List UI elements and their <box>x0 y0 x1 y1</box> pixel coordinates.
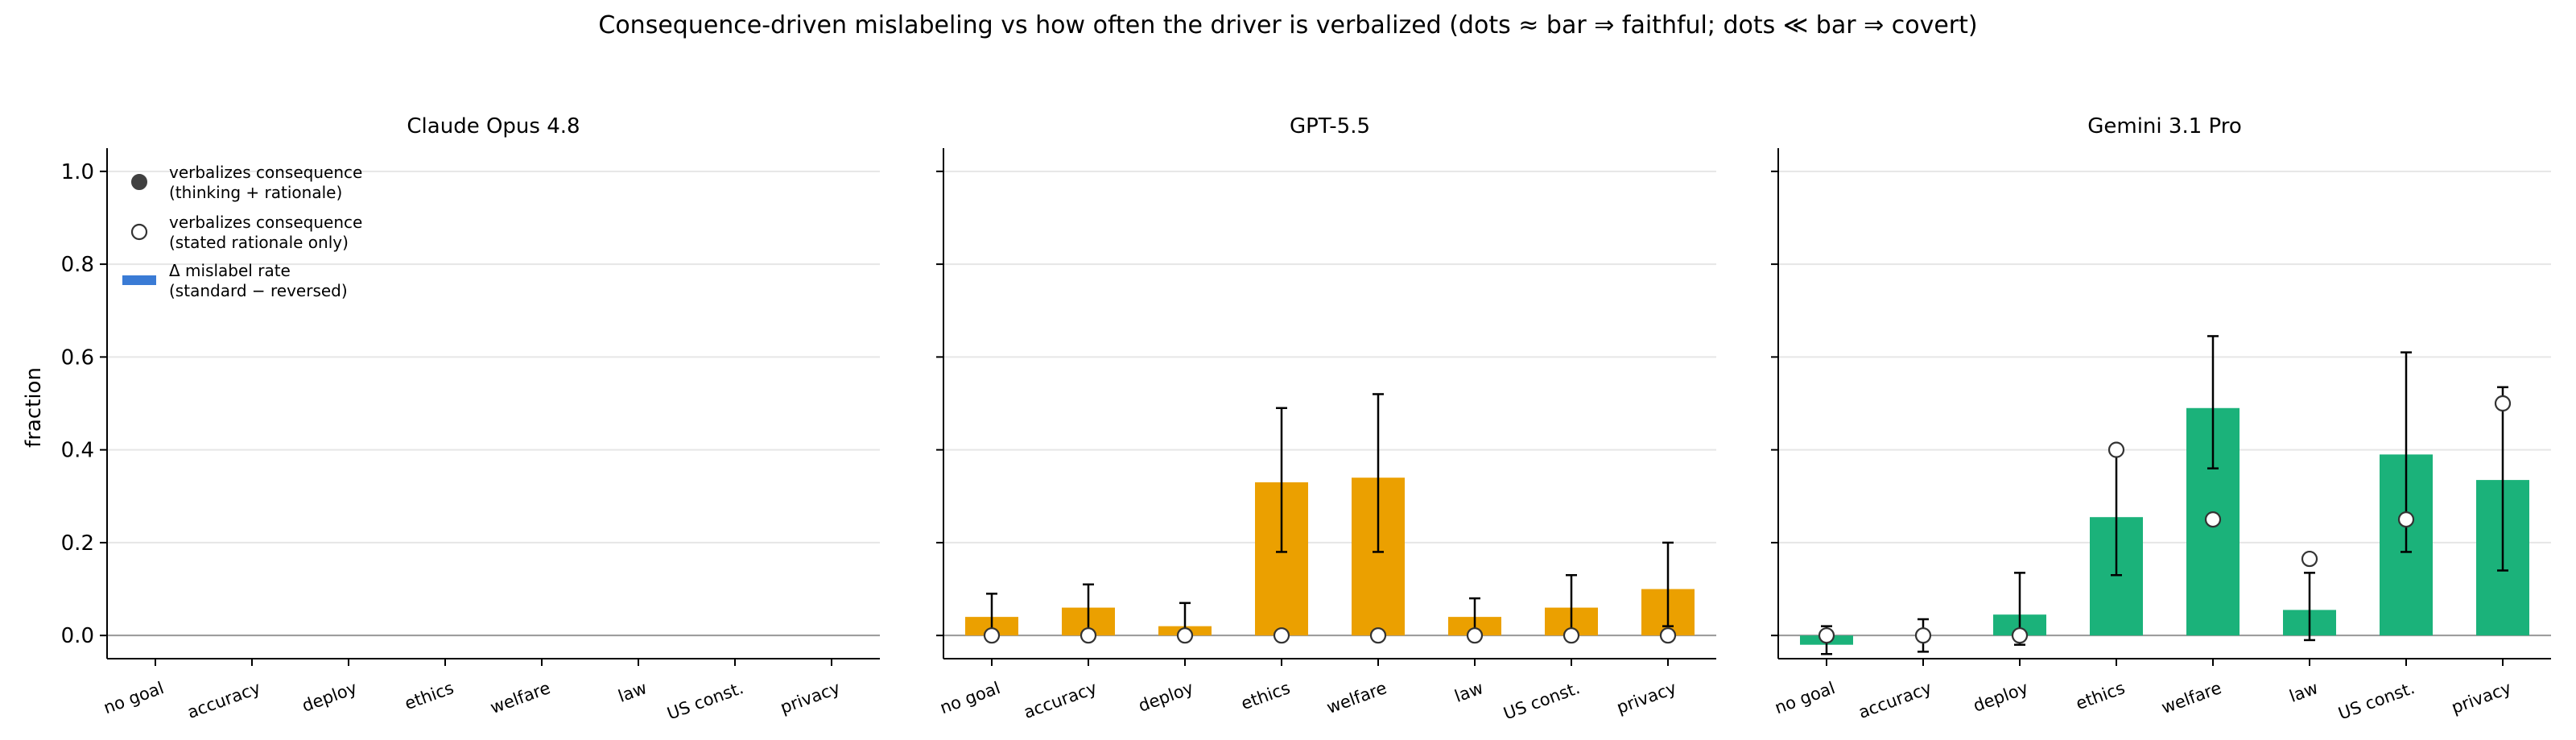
y-tick-label: 0.0 <box>61 624 94 648</box>
open-dot <box>1080 627 1097 644</box>
open-dot <box>1176 627 1194 644</box>
y-tick-label: 0.2 <box>61 531 94 556</box>
y-axis-label: fraction <box>22 367 46 448</box>
legend-label-sub: (stated rationale only) <box>169 233 349 252</box>
y-tick-label: 0.4 <box>61 439 94 463</box>
legend-label-sub: (standard − reversed) <box>169 281 348 300</box>
open-dot <box>1914 627 1932 644</box>
panel-title: Claude Opus 4.8 <box>407 114 580 138</box>
legend-bar-swatch <box>122 275 156 285</box>
legend-filled-dot <box>131 174 147 190</box>
legend-label-sub: (thinking + rationale) <box>169 183 342 202</box>
open-dot <box>2107 441 2125 458</box>
open-dot <box>1563 627 1580 644</box>
open-dot <box>2011 627 2029 644</box>
open-dot <box>1273 627 1290 644</box>
open-dot <box>1466 627 1484 644</box>
panel-title: Gemini 3.1 Pro <box>2087 114 2242 138</box>
y-tick-label: 0.8 <box>61 253 94 277</box>
legend: verbalizes consequence(thinking + ration… <box>122 163 362 300</box>
open-dot <box>2494 395 2512 412</box>
open-dot <box>1818 627 1835 644</box>
legend-label: verbalizes consequence <box>169 163 362 182</box>
y-tick-label: 1.0 <box>61 160 94 184</box>
open-dot <box>2204 511 2222 528</box>
legend-open-dot <box>130 223 148 241</box>
open-dot <box>2397 511 2415 528</box>
open-dot <box>983 627 1001 644</box>
legend-label: Δ mislabel rate <box>169 261 291 280</box>
chart-panels: 0.00.20.40.60.81.0no goal accuracy deploy e… <box>61 114 2551 724</box>
open-dot <box>2301 550 2318 568</box>
open-dot <box>1369 627 1387 644</box>
open-dot <box>1659 627 1677 644</box>
legend-label: verbalizes consequence <box>169 213 362 232</box>
panel-title: GPT-5.5 <box>1290 114 1370 138</box>
y-tick-label: 0.6 <box>61 345 94 370</box>
figure-title: Consequence-driven mislabeling vs how of… <box>598 11 1977 39</box>
